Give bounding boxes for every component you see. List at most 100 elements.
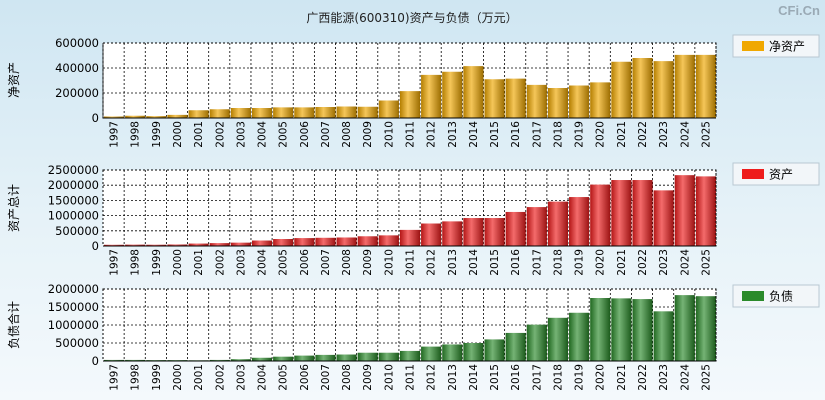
x-tick-label: 2018: [552, 249, 564, 276]
x-tick-label: 2004: [257, 249, 269, 276]
bar-2022: [632, 58, 653, 118]
legend: 净资产: [732, 34, 820, 58]
bar-2005: [273, 107, 294, 118]
bar-2007: [315, 107, 336, 118]
bar-2002: [209, 243, 230, 246]
x-tick-label: 1999: [151, 364, 163, 391]
bar-1997: [104, 116, 125, 118]
bar-2010: [378, 100, 399, 118]
bar-2001: [188, 110, 209, 118]
x-tick-label: 2003: [235, 249, 247, 276]
x-tick-label: 2021: [616, 121, 628, 148]
bar-2006: [294, 238, 315, 246]
bar-2003: [230, 359, 251, 361]
bar-2020: [590, 184, 611, 246]
x-tick-label: 2007: [320, 249, 332, 276]
x-tick-label: 2019: [574, 121, 586, 148]
bar-2023: [653, 61, 674, 118]
x-tick-label: 2022: [637, 249, 649, 276]
x-tick-label: 2016: [510, 364, 522, 391]
x-tick-label: 2012: [426, 121, 438, 148]
bar-2010: [378, 352, 399, 361]
x-tick-label: 2006: [299, 121, 311, 148]
x-tick-label: 2001: [193, 121, 205, 148]
y-tick-label: 1500000: [48, 300, 99, 314]
x-tick-label: 2018: [552, 121, 564, 148]
x-tick-label: 2008: [341, 121, 353, 148]
bar-1999: [146, 116, 167, 118]
bar-2002: [209, 359, 230, 361]
bar-2020: [590, 298, 611, 361]
x-tick-label: 2006: [299, 249, 311, 276]
x-tick-label: 2017: [531, 364, 543, 391]
bar-2004: [251, 357, 273, 361]
x-tick-label: 2009: [362, 364, 374, 391]
bar-2000: [167, 114, 188, 118]
y-tick-label: 600000: [55, 36, 99, 50]
bar-2008: [336, 354, 357, 361]
bar-2016: [505, 78, 526, 118]
bar-1997: [104, 244, 125, 246]
legend-label: 资产: [769, 168, 793, 182]
bar-2013: [442, 221, 463, 246]
x-tick-label: 2004: [257, 121, 269, 148]
x-tick-label: 2011: [405, 121, 417, 148]
x-tick-label: 2023: [658, 121, 670, 148]
x-tick-label: 2020: [595, 121, 607, 148]
x-tick-label: 1997: [109, 121, 121, 148]
x-tick-label: 2005: [278, 121, 290, 148]
bar-2016: [505, 211, 526, 246]
x-tick-label: 2016: [510, 121, 522, 148]
bar-2025: [695, 54, 716, 118]
y-tick-label: 1500000: [48, 193, 99, 207]
y-tick-label: 2000000: [48, 282, 99, 296]
x-tick-label: 2025: [700, 121, 712, 148]
bar-2013: [442, 71, 463, 118]
y-axis-label: 净资产: [7, 62, 21, 98]
x-tick-label: 2007: [320, 364, 332, 391]
x-tick-label: 2007: [320, 121, 332, 148]
bar-2012: [421, 346, 442, 361]
x-tick-label: 2012: [426, 364, 438, 391]
x-tick-label: 2024: [679, 249, 691, 276]
bar-2004: [251, 108, 273, 118]
x-tick-label: 1999: [151, 249, 163, 276]
legend: 资产: [732, 162, 820, 186]
bar-2007: [315, 354, 336, 361]
bar-2025: [695, 296, 716, 361]
plot-frame: [102, 288, 717, 362]
x-tick-label: 1998: [130, 364, 142, 391]
y-axis-label: 负债合计: [6, 301, 21, 349]
bar-2025: [695, 176, 716, 246]
y-tick-label: 1000000: [48, 209, 99, 223]
x-tick-label: 1998: [130, 121, 142, 148]
panel-3: 0 500000 1000000 1500000 2000000 1997 1998 1999…: [6, 282, 820, 391]
bar-2006: [294, 355, 315, 361]
bar-2018: [547, 201, 569, 246]
bar-1999: [146, 244, 167, 246]
bar-2023: [653, 190, 674, 246]
x-tick-label: 2002: [214, 249, 226, 276]
x-tick-label: 2006: [299, 364, 311, 391]
x-tick-label: 2023: [658, 364, 670, 391]
bar-2011: [399, 350, 421, 361]
x-tick-label: 2004: [257, 364, 269, 391]
bar-2005: [273, 356, 294, 361]
x-tick-label: 2022: [637, 364, 649, 391]
x-tick-label: 2000: [172, 364, 184, 391]
x-tick-label: 2005: [278, 364, 290, 391]
x-tick-label: 2020: [595, 364, 607, 391]
bar-2014: [463, 66, 484, 118]
bar-2009: [357, 106, 378, 118]
x-tick-label: 2017: [531, 121, 543, 148]
x-tick-label: 2002: [214, 121, 226, 148]
x-tick-label: 2013: [447, 364, 459, 391]
x-tick-label: 2016: [510, 249, 522, 276]
legend-label: 负债: [769, 290, 793, 304]
bar-2021: [611, 180, 632, 246]
x-tick-label: 2010: [383, 121, 395, 148]
x-tick-label: 2000: [172, 121, 184, 148]
x-tick-label: 2009: [362, 121, 374, 148]
bar-2012: [421, 74, 442, 118]
